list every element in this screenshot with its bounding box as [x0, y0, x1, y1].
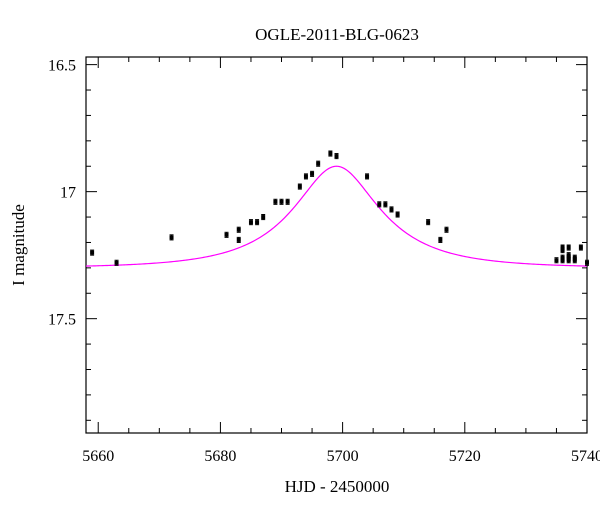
data-point	[365, 174, 370, 179]
data-point	[90, 250, 95, 255]
data-point	[444, 227, 449, 232]
data-point	[248, 220, 253, 225]
x-tick-label: 5740	[571, 448, 600, 465]
data-point	[114, 260, 119, 265]
y-tick-label: 17	[60, 185, 76, 202]
data-point	[389, 207, 394, 212]
data-point	[578, 245, 583, 250]
data-point	[310, 171, 315, 176]
data-point	[585, 260, 589, 265]
data-point	[255, 220, 260, 225]
data-point	[303, 174, 308, 179]
data-point	[383, 202, 388, 207]
x-tick-label: 5680	[204, 448, 236, 465]
y-axis-label: I magnitude	[9, 204, 28, 286]
data-point	[566, 245, 571, 250]
data-point	[560, 255, 565, 260]
x-tick-labels: 5660 5680 5700 5720 5740	[82, 448, 600, 465]
data-point	[224, 232, 229, 237]
data-point	[297, 184, 302, 189]
data-point	[236, 237, 241, 242]
data-point	[572, 258, 577, 263]
data-point	[438, 237, 443, 242]
x-axis-label: HJD - 2450000	[285, 477, 390, 496]
data-point	[426, 220, 431, 225]
data-point	[560, 245, 565, 250]
data-point	[316, 161, 321, 166]
x-tick-label: 5720	[449, 448, 481, 465]
data-point	[236, 227, 241, 232]
data-point	[169, 235, 174, 240]
x-tick-label: 5700	[327, 448, 359, 465]
data-point	[566, 258, 571, 263]
x-tick-label: 5660	[82, 448, 114, 465]
data-point	[395, 212, 400, 217]
data-point	[273, 199, 278, 204]
plot-frame	[85, 56, 588, 434]
data-point	[334, 154, 339, 159]
data-point	[328, 151, 333, 156]
chart-title: OGLE-2011-BLG-0623	[255, 25, 419, 44]
data-point	[279, 199, 284, 204]
y-tick-labels: 16.5 17 17.5	[48, 58, 76, 329]
data-points	[90, 150, 589, 266]
data-point	[285, 199, 290, 204]
x-axis-ticks	[97, 57, 588, 433]
y-tick-label: 16.5	[48, 58, 76, 75]
y-tick-label: 17.5	[48, 312, 76, 329]
y-axis-ticks	[86, 64, 587, 421]
model-curve	[85, 165, 588, 267]
data-point	[377, 202, 382, 207]
data-point	[554, 258, 559, 263]
data-point	[261, 215, 266, 220]
